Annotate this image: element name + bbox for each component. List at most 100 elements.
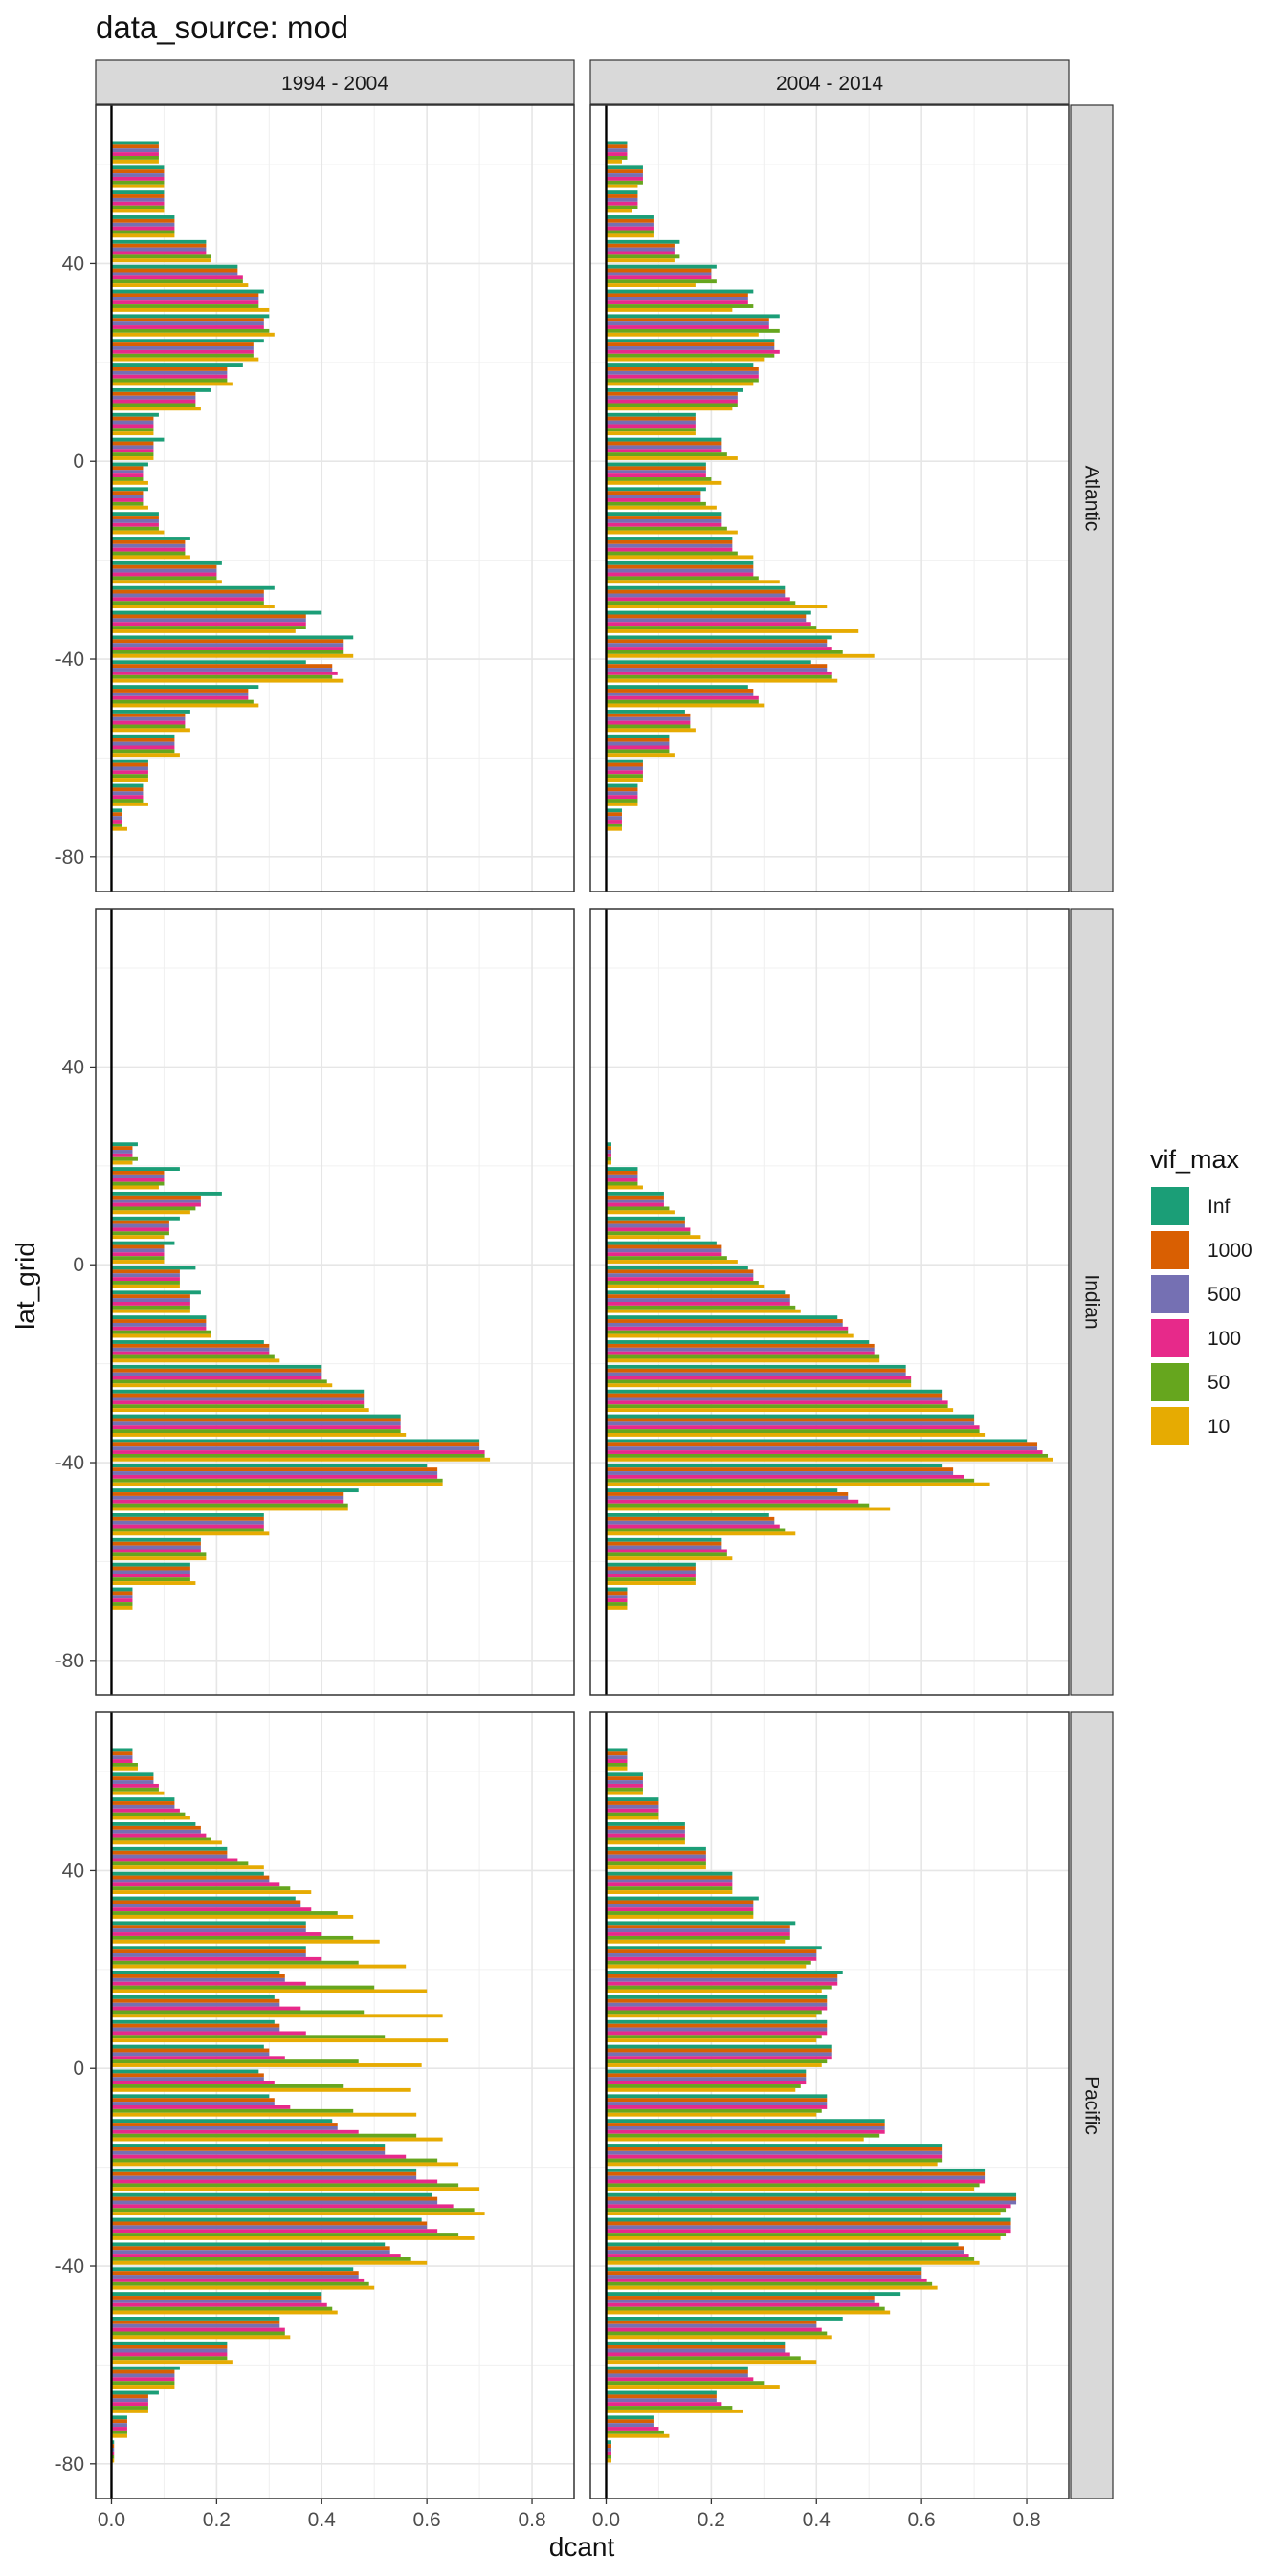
x-tick-label: 0.4 [803,2509,831,2531]
bar-500 [111,1904,301,1908]
bar-50 [111,2281,369,2286]
bar-1000 [606,1418,975,1422]
bar-10 [111,703,259,708]
bar-10 [111,2409,148,2413]
bar-100 [606,449,722,453]
bar-1000 [606,738,670,742]
bar-100 [606,1981,838,1986]
bar-inf [111,1994,275,1999]
bar-100 [606,1808,659,1813]
bar-inf [606,215,654,219]
bar-1000 [606,787,638,792]
bar-100 [111,1808,180,1813]
bar-100 [606,349,780,354]
bar-500 [606,1397,943,1401]
bar-50 [606,378,759,383]
bar-500 [606,2077,807,2081]
bar-500 [606,1520,775,1525]
bar-10 [111,1457,491,1462]
bar-100 [606,2154,943,2159]
bar-10 [606,505,717,510]
bar-50 [606,1577,696,1582]
bar-500 [111,1545,201,1550]
bar-inf [111,1488,359,1493]
bar-inf [111,487,148,492]
bar-10 [111,1408,369,1413]
bar-100 [111,449,154,453]
bar-500 [111,1520,264,1525]
bar-50 [606,1330,849,1334]
bar-100 [111,1400,365,1405]
bar-100 [111,795,144,800]
bar-500 [111,1322,207,1327]
bar-500 [606,247,675,252]
bar-10 [111,2385,175,2389]
bar-1000 [606,243,675,248]
bar-100 [111,2105,291,2109]
bar-500 [606,593,786,598]
bar-inf [606,141,628,145]
bar-1000 [111,1925,306,1929]
bar-50 [606,749,670,754]
bar-500 [606,1595,628,1599]
bar-1000 [606,1516,775,1521]
bar-50 [111,428,154,432]
bar-500 [606,543,733,548]
bar-100 [111,572,217,577]
bar-10 [606,1840,685,1845]
bar-500 [111,1174,165,1178]
bar-1000 [606,589,786,594]
bar-500 [111,543,186,548]
bar-1000 [111,1492,344,1496]
bar-inf [111,1241,175,1245]
bar-10 [606,1235,701,1240]
bar-10 [606,2014,817,2018]
bar-inf [606,2242,959,2247]
legend-label: 50 [1208,1372,1230,1394]
bar-50 [111,576,217,581]
bar-50 [111,452,154,457]
bar-100 [606,2402,722,2407]
bar-500 [111,2052,270,2057]
bar-500 [111,395,196,400]
bar-inf [606,685,748,690]
bar-10 [111,1964,407,1969]
bar-100 [111,2254,401,2257]
bar-500 [606,2373,748,2378]
bar-500 [606,816,622,821]
bar-10 [606,431,696,436]
bar-500 [606,2323,817,2328]
bar-50 [606,501,706,506]
bar-10 [111,1914,354,1919]
bar-inf [111,1266,196,1270]
bar-inf [111,1772,154,1777]
bar-100 [111,176,165,181]
bar-50 [606,1404,948,1409]
bar-1000 [606,1146,611,1151]
bar-100 [111,374,228,379]
bar-inf [111,314,270,319]
bar-inf [606,1871,733,1876]
bar-100 [111,1574,190,1578]
bar-10 [606,2335,832,2340]
bar-10 [606,605,828,609]
bar-10 [111,357,259,362]
bar-10 [606,2385,780,2389]
bar-500 [606,2250,964,2255]
bar-500 [111,470,144,474]
bar-10 [606,332,759,337]
bar-inf [606,1488,838,1493]
bar-10 [606,1939,786,1944]
bar-100 [606,1227,691,1232]
bar-inf [111,387,211,392]
bar-500 [606,148,628,153]
bar-10 [111,605,275,609]
bar-50 [606,1206,670,1211]
bar-500 [606,791,638,796]
facet-panel: 0.0 0.2 0.4 0.6 0.8 [589,1711,1070,2531]
bar-10 [606,1816,659,1820]
bar-inf [111,759,148,763]
bar-50 [606,1503,870,1508]
bar-1000 [606,1319,843,1323]
bar-50 [111,1985,375,1990]
